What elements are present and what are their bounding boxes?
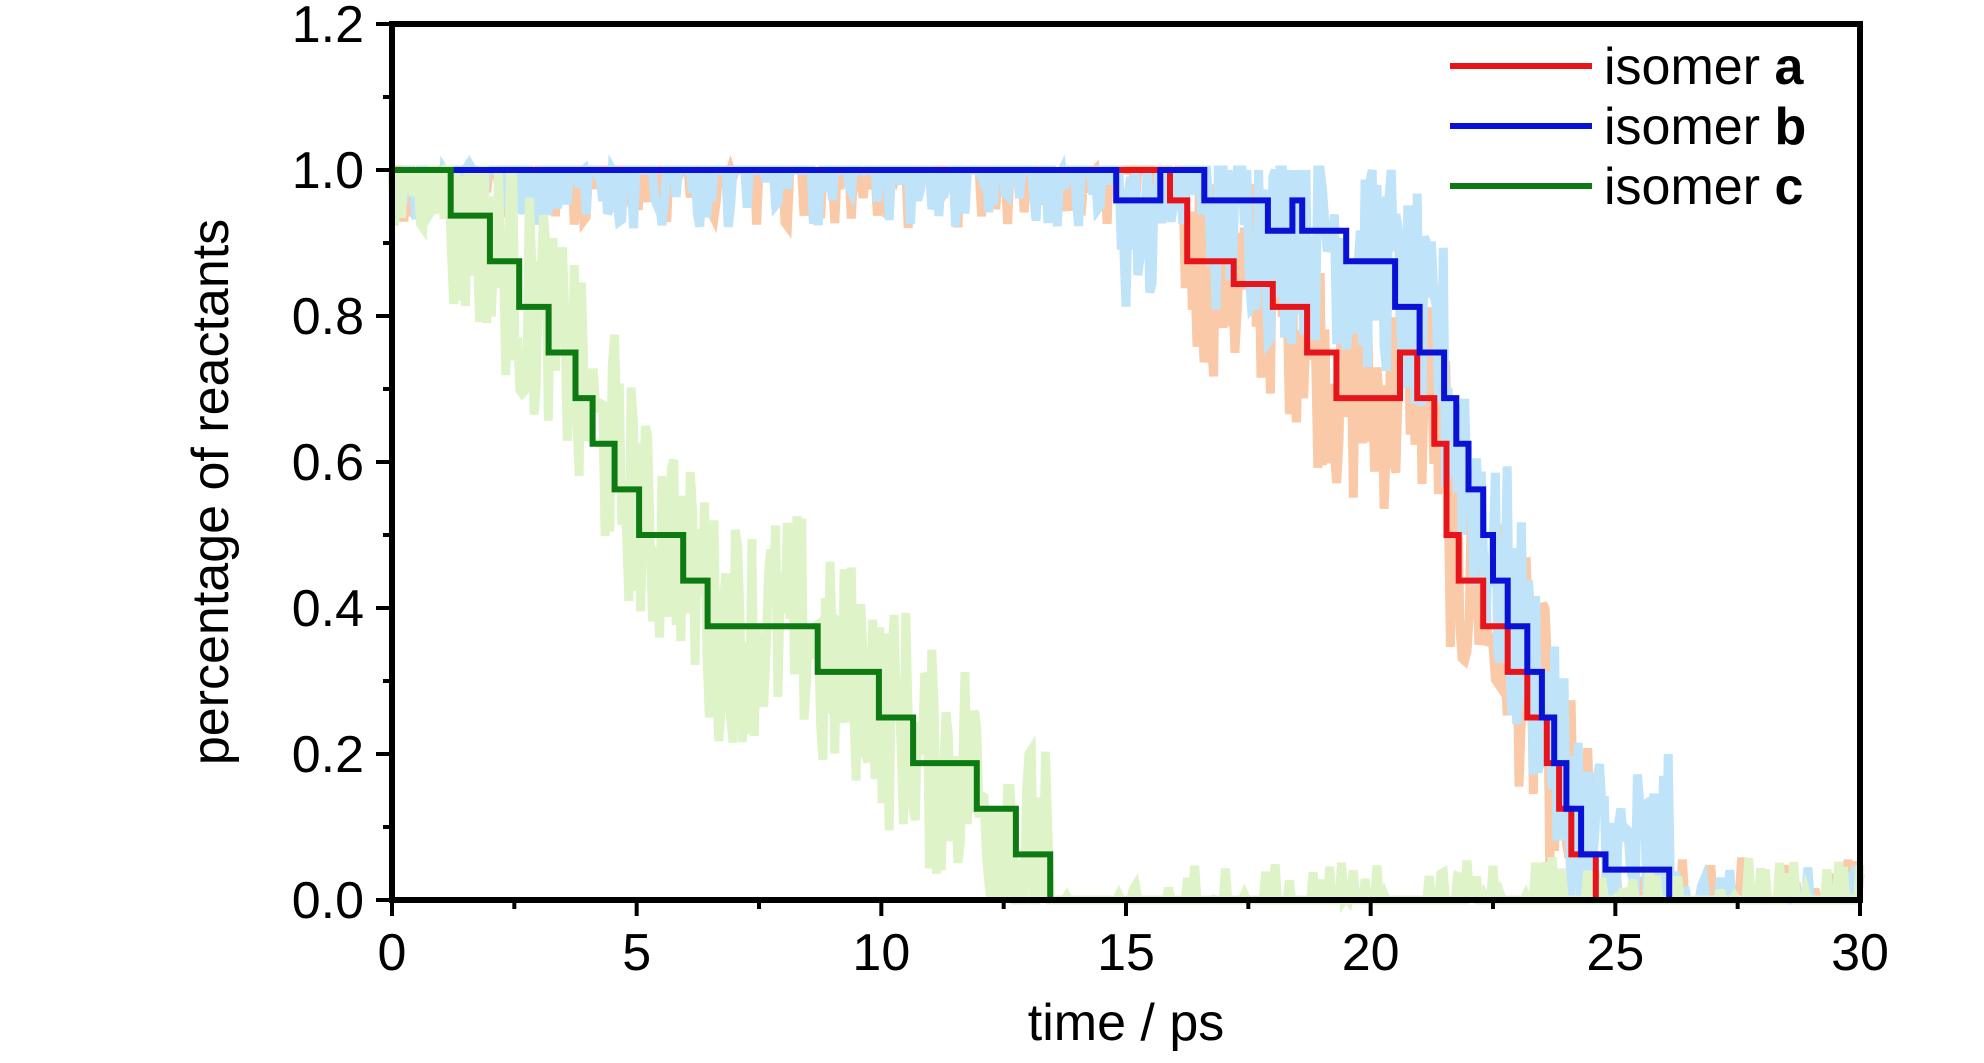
noise-layer [387,154,1865,914]
y-tick-label: 0.2 [292,726,364,784]
x-tick-label: 15 [1097,924,1155,982]
x-tick-label: 5 [622,924,651,982]
series-line-b [392,167,1860,903]
legend-label-b: isomer b [1604,98,1806,156]
legend-label-a: isomer a [1604,38,1804,96]
y-axis-title: percentage of reactants [182,219,240,765]
y-tick-label: 1.2 [292,0,364,54]
step-layer [392,167,1860,903]
y-tick-label: 0.6 [292,434,364,492]
ticks [376,22,1862,916]
y-tick-label: 0.0 [292,872,364,930]
x-tick-label: 25 [1586,924,1644,982]
y-tick-label: 0.4 [292,580,364,638]
x-tick-label: 10 [852,924,910,982]
tick-labels: 0 5 10 15 20 25 30 0.0 0.2 0.4 0.6 0.8 1.0 1.2 [292,0,1889,982]
noise-trace-b [387,154,1863,905]
y-tick-label: 0.8 [292,288,364,346]
x-tick-label: 30 [1831,924,1889,982]
x-tick-label: 20 [1342,924,1400,982]
y-tick-label: 1.0 [292,142,364,200]
x-tick-label: 0 [378,924,407,982]
series-line-c [392,167,1860,903]
x-axis-title: time / ps [1028,994,1225,1052]
legend-label-c: isomer c [1604,158,1803,216]
